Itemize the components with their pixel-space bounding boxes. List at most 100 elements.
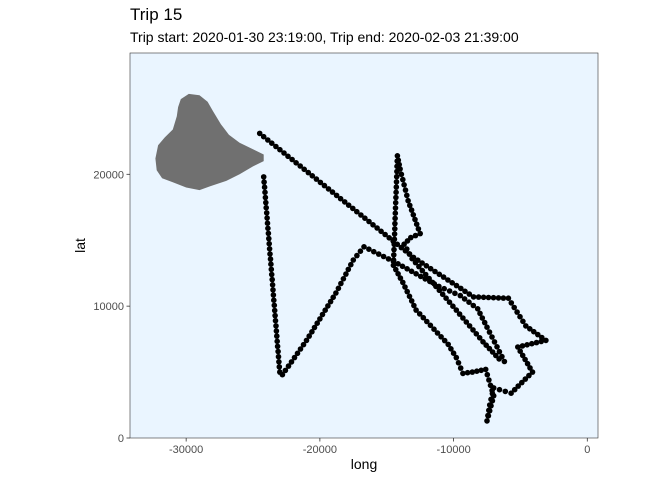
track-point-82	[529, 369, 536, 375]
track-point-54	[480, 294, 487, 301]
track-point-52	[470, 294, 477, 300]
track-point-231	[417, 273, 424, 280]
track-point-265	[300, 341, 307, 348]
track-point-108	[478, 367, 485, 374]
track-point-32	[386, 235, 393, 241]
track-point-135	[395, 271, 401, 277]
track-point-182	[412, 259, 419, 266]
track-point-86	[515, 383, 521, 389]
track-point-9	[293, 160, 299, 166]
track-point-129	[408, 298, 415, 304]
track-point-20	[337, 195, 344, 202]
track-point-292	[268, 271, 275, 278]
track-point-200	[473, 331, 480, 337]
track-point-224	[452, 290, 458, 297]
track-point-257	[322, 307, 329, 314]
track-point-153	[393, 179, 400, 185]
track-point-56	[490, 294, 497, 301]
track-point-268	[291, 354, 298, 361]
track-point-106	[484, 371, 491, 378]
track-point-173	[415, 226, 422, 232]
track-point-67	[531, 328, 537, 335]
track-point-85	[519, 379, 525, 386]
track-point-225	[446, 288, 453, 294]
track-point-29	[374, 225, 380, 231]
track-point-249	[343, 271, 349, 277]
track-point-116	[450, 350, 457, 357]
track-point-276	[275, 353, 282, 360]
x-tick-label: 0	[584, 444, 590, 456]
track-point-216	[481, 319, 488, 326]
track-point-220	[470, 302, 477, 309]
track-point-83	[526, 372, 532, 379]
track-point-239	[380, 253, 387, 260]
track-point-212	[491, 339, 498, 345]
track-point-232	[413, 271, 419, 277]
track-point-60	[508, 300, 515, 306]
track-point-217	[479, 315, 486, 321]
track-point-66	[527, 326, 533, 332]
track-point-208	[501, 358, 508, 365]
track-point-294	[268, 261, 274, 268]
track-point-18	[329, 189, 336, 195]
track-point-287	[271, 297, 277, 304]
track-point-250	[340, 276, 347, 282]
track-point-147	[392, 210, 399, 216]
track-point-7	[285, 153, 291, 160]
track-point-124	[424, 318, 430, 325]
track-point-134	[397, 275, 404, 281]
track-point-78	[519, 352, 526, 359]
track-point-282	[273, 323, 279, 329]
track-point-84	[522, 376, 529, 382]
track-point-10	[297, 163, 304, 169]
track-point-59	[505, 295, 512, 302]
track-point-242	[366, 246, 372, 252]
track-point-221	[466, 299, 472, 306]
x-tick-label: -30000	[169, 444, 203, 456]
track-point-150	[393, 194, 399, 201]
track-point-185	[422, 271, 429, 278]
chart-title: Trip 15	[130, 5, 183, 24]
track-point-302	[264, 220, 271, 226]
track-point-100	[488, 403, 494, 409]
track-point-14	[313, 176, 320, 182]
track-point-175	[412, 232, 419, 239]
track-point-2	[265, 137, 271, 143]
track-point-103	[489, 387, 495, 394]
track-point-280	[274, 333, 280, 339]
track-point-198	[466, 323, 473, 329]
track-point-79	[522, 356, 528, 363]
track-point-297	[266, 246, 273, 252]
track-point-139	[391, 252, 397, 258]
track-point-55	[485, 294, 492, 301]
track-point-161	[397, 166, 403, 172]
track-point-145	[392, 220, 398, 227]
track-point-288	[270, 292, 277, 298]
track-point-142	[391, 236, 398, 242]
track-point-233	[408, 268, 415, 275]
track-point-64	[520, 318, 526, 325]
track-point-70	[543, 337, 549, 344]
track-point-194	[453, 307, 460, 313]
track-point-211	[494, 344, 500, 350]
track-point-184	[419, 267, 426, 274]
track-point-125	[420, 314, 427, 321]
track-point-119	[441, 337, 448, 344]
track-point-137	[390, 262, 397, 269]
track-point-210	[496, 348, 503, 355]
track-point-131	[404, 288, 411, 295]
track-point-51	[466, 291, 473, 297]
track-point-234	[404, 266, 410, 272]
track-point-230	[422, 276, 429, 282]
track-point-303	[264, 215, 270, 221]
track-point-251	[338, 280, 344, 287]
track-point-236	[395, 261, 401, 267]
track-point-25	[358, 212, 364, 218]
track-point-183	[416, 263, 422, 270]
track-point-196	[460, 315, 466, 321]
track-point-195	[456, 311, 463, 317]
track-point-299	[266, 235, 272, 242]
track-point-179	[404, 246, 410, 252]
track-point-169	[408, 207, 415, 213]
track-point-104	[487, 382, 494, 389]
